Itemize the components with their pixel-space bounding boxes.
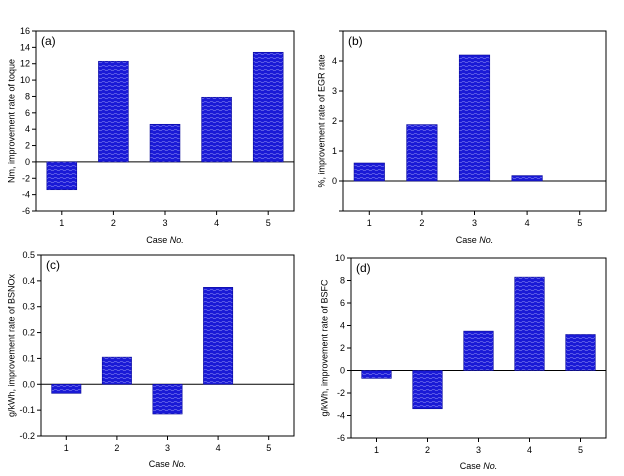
x-tick-label: 3 bbox=[472, 218, 477, 228]
y-tick-label: 12 bbox=[20, 59, 30, 69]
y-tick-label: 0 bbox=[332, 176, 337, 186]
x-tick-label: 2 bbox=[111, 218, 116, 228]
bar-case-2 bbox=[412, 370, 443, 410]
chart-panel-c: (c) -0.2 -0.1 0.0 0.1 0.2 0.3 0.4 0.5 1 2 3 4 5 g/k… bbox=[6, 250, 295, 469]
x-tick-label: 4 bbox=[214, 218, 219, 228]
y-tick-label: 0.1 bbox=[22, 353, 35, 363]
panel-label: (a) bbox=[41, 34, 56, 48]
x-tick-label: 4 bbox=[527, 445, 532, 455]
y-tick-label: 0.0 bbox=[22, 379, 35, 389]
y-tick-label: 10 bbox=[20, 75, 30, 85]
y-axis-label: %, improvement rate of EGR rate bbox=[316, 54, 326, 187]
y-tick-label: 0 bbox=[25, 157, 30, 167]
x-tick-label: 3 bbox=[162, 218, 167, 228]
x-tick-label: 2 bbox=[114, 443, 119, 453]
bar-case-1 bbox=[361, 370, 392, 379]
y-axis-label: g/kWh, improvement rate of BSNOx bbox=[6, 273, 16, 417]
y-tick-label: 8 bbox=[340, 276, 345, 286]
bar-case-4 bbox=[514, 276, 545, 371]
bar-case-2 bbox=[406, 124, 438, 182]
y-tick-label: 1 bbox=[332, 146, 337, 156]
x-tick-label: 4 bbox=[216, 443, 221, 453]
bar-case-4 bbox=[201, 96, 232, 163]
y-tick-label: 8 bbox=[25, 91, 30, 101]
x-tick-label: 1 bbox=[59, 218, 64, 228]
x-tick-label: 5 bbox=[266, 443, 271, 453]
y-tick-label: 0 bbox=[340, 366, 345, 376]
y-tick-label: 4 bbox=[25, 124, 30, 134]
bar-case-4 bbox=[203, 287, 234, 385]
x-tick-label: 4 bbox=[525, 218, 530, 228]
y-tick-label: 0.4 bbox=[22, 276, 35, 286]
x-tick-label: 1 bbox=[64, 443, 69, 453]
chart-panel-b: (b) 0 1 2 3 4 1 2 3 4 5 %, improvement rate of E… bbox=[316, 30, 607, 245]
x-axis-label: Case No. bbox=[460, 461, 498, 471]
y-tick-label: -0.1 bbox=[19, 405, 35, 415]
x-axis-label: Case No. bbox=[149, 459, 187, 469]
x-axis-label: Case No. bbox=[146, 235, 184, 245]
x-tick-label: 1 bbox=[367, 218, 372, 228]
panel-label: (c) bbox=[46, 258, 60, 272]
x-tick-label: 2 bbox=[419, 218, 424, 228]
bar-case-3 bbox=[149, 123, 181, 163]
y-tick-label: -0.2 bbox=[19, 431, 35, 441]
y-tick-label: 10 bbox=[335, 253, 345, 263]
y-tick-label: 0.2 bbox=[22, 328, 35, 338]
y-axis-label: Nm, improvement rate of toque bbox=[6, 59, 16, 183]
bar-case-2 bbox=[98, 60, 129, 163]
y-tick-label: -4 bbox=[337, 411, 345, 421]
bar-case-5 bbox=[252, 51, 284, 163]
x-tick-label: 2 bbox=[425, 445, 430, 455]
bar-case-4 bbox=[511, 175, 543, 182]
x-tick-label: 5 bbox=[266, 218, 271, 228]
y-tick-label: -6 bbox=[337, 433, 345, 443]
x-tick-label: 3 bbox=[476, 445, 481, 455]
y-tick-label: 2 bbox=[332, 116, 337, 126]
bar-case-3 bbox=[152, 383, 183, 415]
y-tick-label: 6 bbox=[340, 298, 345, 308]
y-tick-label: 0.3 bbox=[22, 302, 35, 312]
bar-case-1 bbox=[353, 162, 385, 182]
bar-case-1 bbox=[51, 383, 82, 394]
y-axis-label: g/kWh, improvement rate of BSFC bbox=[319, 279, 329, 417]
y-tick-label: 2 bbox=[340, 343, 345, 353]
y-tick-label: 4 bbox=[340, 321, 345, 331]
y-tick-label: 16 bbox=[20, 26, 30, 36]
x-tick-label: 5 bbox=[578, 445, 583, 455]
y-tick-label: 4 bbox=[332, 56, 337, 66]
y-tick-label: -2 bbox=[22, 173, 30, 183]
panel-label: (b) bbox=[348, 34, 363, 48]
bar-case-3 bbox=[463, 330, 494, 371]
x-axis-label: Case No. bbox=[456, 235, 494, 245]
bar-case-1 bbox=[46, 161, 78, 191]
x-tick-label: 1 bbox=[374, 445, 379, 455]
y-tick-label: 6 bbox=[25, 108, 30, 118]
x-tick-label: 3 bbox=[165, 443, 170, 453]
y-tick-label: 2 bbox=[25, 141, 30, 151]
y-tick-label: 14 bbox=[20, 42, 30, 52]
panel-label: (d) bbox=[356, 261, 371, 275]
y-tick-label: -6 bbox=[22, 206, 30, 216]
y-tick-label: 3 bbox=[332, 86, 337, 96]
bar-case-2 bbox=[101, 356, 132, 385]
y-tick-label: 0.5 bbox=[22, 250, 35, 260]
y-tick-label: -4 bbox=[22, 190, 30, 200]
bar-case-5 bbox=[565, 334, 596, 371]
bar-case-3 bbox=[458, 54, 491, 182]
y-tick-label: -2 bbox=[337, 388, 345, 398]
x-tick-label: 5 bbox=[577, 218, 582, 228]
